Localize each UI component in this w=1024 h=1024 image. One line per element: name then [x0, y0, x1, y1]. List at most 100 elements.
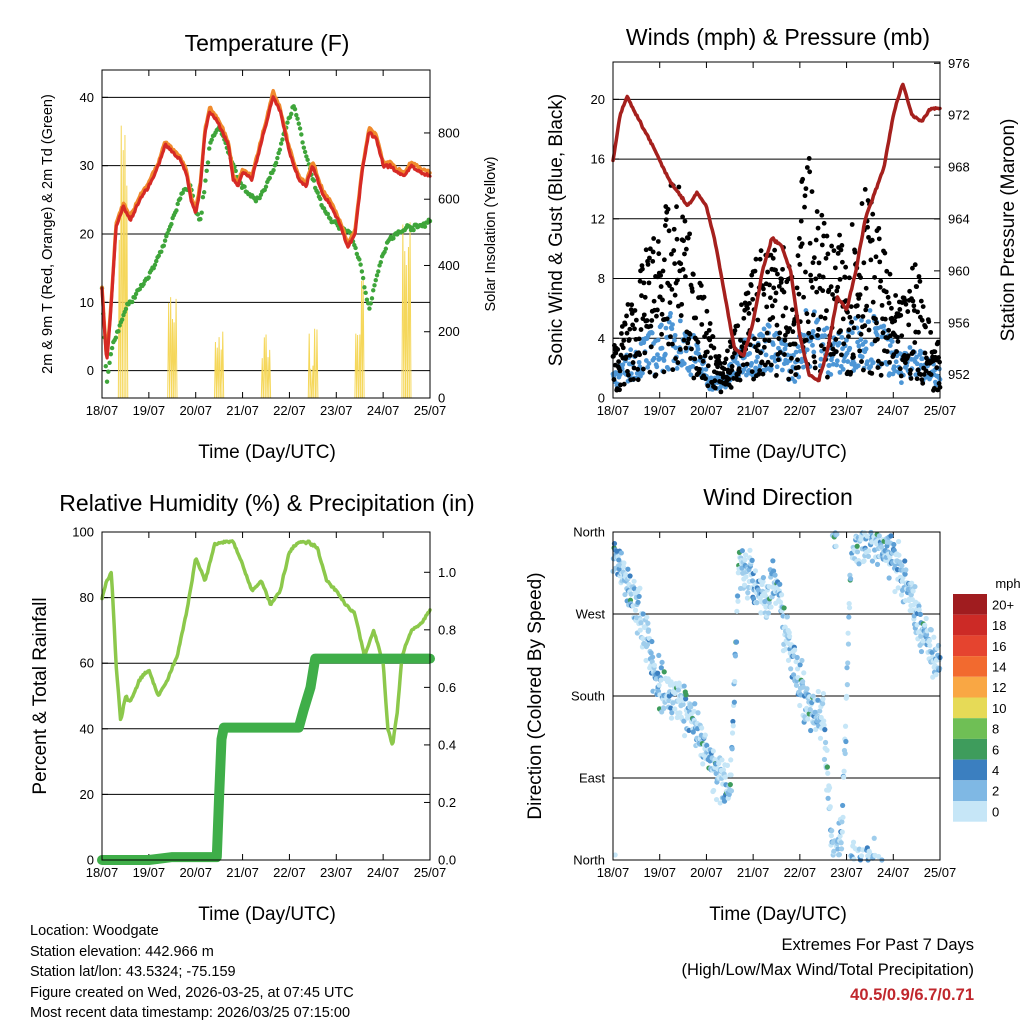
wind-direction-point [824, 764, 830, 770]
wind-direction-point [914, 622, 920, 628]
gust-point [808, 278, 814, 284]
gust-point [760, 371, 766, 377]
gust-point [678, 313, 684, 318]
wind-point [907, 345, 913, 350]
gust-point [766, 338, 772, 344]
solar-spike [260, 358, 264, 399]
temperature-ytick-label: 40 [80, 90, 94, 105]
humidity-precip-ytick-label: 100 [72, 525, 94, 540]
temperature-y2tick-label: 0 [438, 391, 445, 406]
gust-point [902, 297, 908, 303]
dewpoint-point [367, 306, 372, 311]
legend-label: 18 [992, 618, 1006, 633]
wind-direction-point [655, 670, 661, 676]
wind-direction-point [677, 710, 683, 716]
gust-point [683, 246, 689, 252]
gust-point [638, 327, 644, 332]
wind-point [919, 356, 925, 362]
gust-point [802, 193, 808, 199]
gust-point [887, 359, 892, 365]
gust-point [650, 258, 656, 264]
gust-point [715, 364, 721, 370]
gust-point [775, 357, 781, 363]
dewpoint-point [299, 132, 304, 137]
winds-pressure-ytick-label: 20 [591, 92, 605, 107]
dewpoint-point [273, 160, 279, 166]
gust-point [690, 288, 695, 294]
gust-point [811, 312, 816, 318]
wind-point [840, 366, 846, 372]
gust-point [835, 284, 841, 290]
gust-point [907, 288, 913, 294]
wind-direction-point [850, 839, 857, 845]
gust-point [776, 336, 782, 341]
gust-point [875, 336, 880, 342]
wind-direction-point [621, 560, 627, 566]
dewpoint-point [278, 141, 284, 146]
gust-point [873, 254, 879, 260]
wind-point [834, 358, 840, 364]
humidity-precip-y2tick-label: 0.4 [438, 737, 456, 752]
solar-spike [307, 333, 311, 399]
temperature-xtick-label: 25/07 [414, 403, 447, 418]
dewpoint-point [103, 363, 108, 369]
gust-point [755, 342, 761, 348]
wind-direction-point [784, 614, 791, 620]
gust-point [646, 280, 652, 286]
precipitation-line [97, 653, 435, 865]
winds-pressure-xtick-label: 25/07 [924, 403, 957, 418]
wind-direction-point [797, 662, 803, 668]
winds-pressure-ytick-label: 12 [591, 211, 605, 226]
wind-direction-point [612, 852, 618, 858]
gust-point [806, 156, 812, 161]
gust-point [910, 298, 916, 304]
wind-direction-point [871, 835, 877, 841]
gust-point [807, 240, 813, 246]
gust-point [695, 339, 701, 345]
dewpoint-point [117, 323, 122, 328]
wind-direction-point [865, 553, 872, 559]
gust-point [776, 283, 782, 289]
wind-direction-point [646, 627, 652, 633]
gust-point [865, 224, 870, 230]
gust-point [851, 325, 857, 331]
wind-direction-point [844, 693, 850, 699]
gust-point [816, 326, 821, 332]
wind-direction-xtick-label: 24/07 [877, 865, 910, 880]
wind-direction-point [728, 788, 735, 794]
wind-point [801, 332, 807, 338]
gust-point [620, 345, 626, 351]
gust-point [688, 356, 693, 361]
dewpoint-point [152, 262, 158, 268]
wind-direction-point [805, 716, 811, 722]
wind-direction-point [717, 800, 723, 806]
legend-label: 8 [992, 722, 999, 737]
gust-point [819, 242, 825, 248]
gust-point [854, 303, 860, 309]
dewpoint-point [109, 345, 115, 351]
wind-direction-point [836, 851, 842, 858]
wind-direction-point [903, 567, 909, 573]
wind-direction-point [808, 727, 814, 734]
wind-direction-point [777, 581, 783, 587]
temperature-xtick-label: 18/07 [86, 403, 119, 418]
gust-point [632, 326, 637, 332]
gust-point [659, 331, 664, 337]
wind-direction-point [792, 647, 798, 653]
legend-title: mph [995, 576, 1020, 591]
solar-insolation-series [117, 125, 412, 399]
dewpoint-point [178, 196, 183, 201]
gust-point [625, 302, 631, 307]
wind-direction-point [922, 622, 928, 628]
gust-point [768, 295, 773, 301]
gust-point [810, 285, 815, 290]
winds-pressure-y2tick-label: 956 [948, 315, 970, 330]
gust-point [685, 340, 691, 346]
dewpoint-point [198, 216, 203, 222]
gust-point [830, 292, 835, 297]
wind-point [834, 362, 840, 368]
gust-point [837, 232, 842, 238]
legend-swatch [953, 780, 987, 801]
wind-point [768, 366, 774, 372]
